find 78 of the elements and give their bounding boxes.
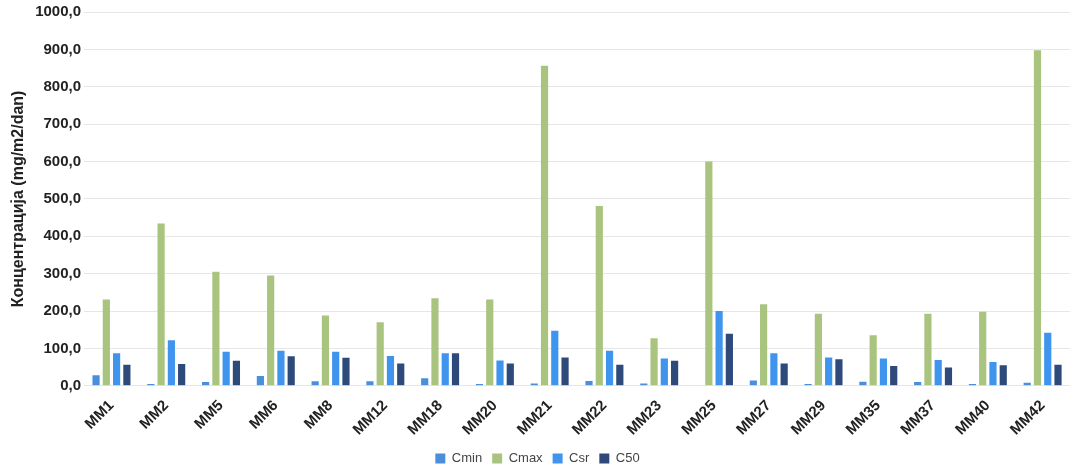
bar	[178, 364, 186, 386]
legend-label: Cmax	[508, 450, 544, 466]
y-axis-title: Концентрација (mg/m2/dan)	[9, 90, 27, 308]
bar	[212, 271, 220, 386]
bar	[311, 381, 319, 386]
bar	[256, 376, 264, 386]
bar	[496, 360, 504, 386]
bar	[397, 363, 405, 386]
bar	[715, 311, 723, 386]
bar	[989, 361, 997, 386]
bar	[366, 381, 374, 386]
bar	[1054, 364, 1062, 386]
bar	[113, 353, 121, 386]
bar	[914, 382, 922, 386]
bar	[540, 65, 549, 386]
bar	[421, 378, 429, 386]
legend-label: Cmin	[451, 450, 483, 466]
bar	[585, 380, 593, 386]
bar	[924, 313, 932, 386]
bar	[869, 335, 877, 386]
bar	[979, 311, 987, 386]
bar	[342, 357, 350, 386]
bar	[705, 161, 713, 386]
bar	[835, 359, 843, 386]
bar	[944, 367, 953, 386]
bar	[879, 358, 888, 386]
bar	[814, 313, 822, 386]
y-tick-label: 900,0	[43, 39, 82, 57]
y-tick-label: 100,0	[43, 338, 82, 356]
bar	[725, 333, 733, 386]
bar	[760, 304, 768, 386]
bar	[1033, 50, 1042, 386]
legend-label: Csr	[569, 450, 590, 466]
y-tick-label: 300,0	[43, 263, 82, 281]
bar	[431, 298, 439, 386]
bar	[486, 299, 494, 386]
y-tick-label: 200,0	[43, 301, 82, 319]
bar	[825, 357, 833, 386]
bar	[780, 363, 788, 386]
y-tick-label: 600,0	[43, 151, 82, 169]
bar	[267, 275, 275, 386]
y-tick-label: 800,0	[43, 76, 82, 94]
bar	[1044, 332, 1052, 386]
bar	[605, 350, 614, 386]
y-tick-label: 0,0	[60, 375, 82, 393]
bar	[595, 206, 603, 386]
bar	[650, 338, 658, 386]
bar	[451, 353, 460, 386]
y-tick-label: 400,0	[43, 226, 82, 244]
bar	[123, 364, 131, 386]
y-tick-label: 700,0	[43, 114, 82, 132]
bar	[167, 340, 175, 386]
bar	[321, 315, 330, 386]
y-tick-label: 500,0	[43, 189, 82, 207]
bar	[551, 330, 559, 386]
bar	[157, 223, 165, 386]
bar	[999, 365, 1007, 386]
bar	[660, 358, 668, 386]
bar	[222, 351, 230, 386]
bar	[386, 355, 395, 386]
bar	[506, 363, 514, 386]
bar	[890, 365, 898, 386]
bar	[92, 375, 100, 386]
legend-label: C50	[615, 450, 640, 466]
bar	[202, 382, 210, 386]
bar	[616, 364, 624, 386]
bar	[441, 353, 449, 386]
bar	[934, 360, 942, 386]
bar	[287, 356, 295, 386]
bar	[770, 353, 778, 386]
bar	[376, 322, 384, 386]
bar	[102, 299, 110, 386]
bar	[277, 350, 285, 386]
bar	[332, 351, 340, 386]
bar	[671, 360, 679, 386]
y-tick-label: 1000,0	[35, 2, 82, 20]
bar	[561, 357, 569, 386]
bar	[232, 360, 241, 386]
